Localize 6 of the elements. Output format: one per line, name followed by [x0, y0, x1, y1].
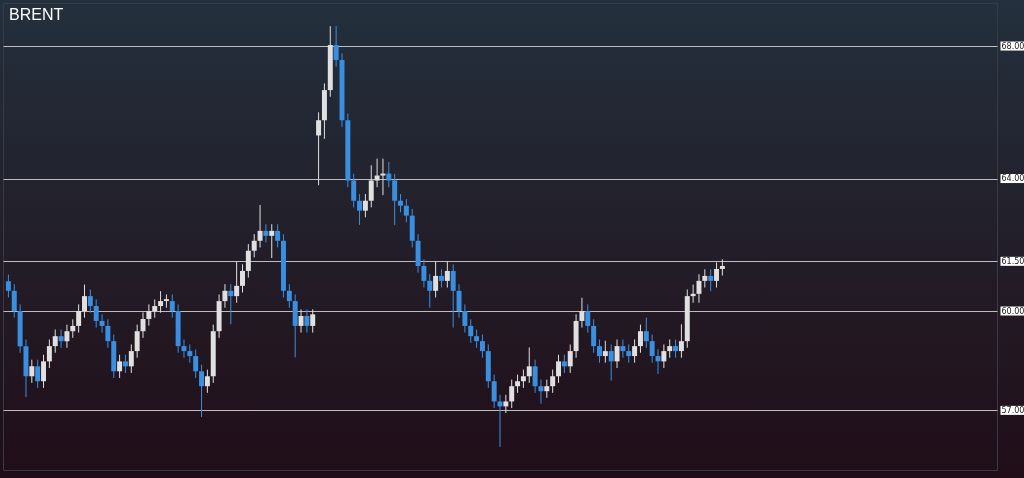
- y-tick-label: 60.00: [1001, 306, 1024, 316]
- y-tick-label: 64.00: [1001, 174, 1024, 184]
- y-tick-label: 57.00: [1001, 405, 1024, 415]
- y-tick-label: 61.50: [1001, 256, 1024, 266]
- y-tick-label: 68.00: [1001, 41, 1024, 51]
- chart-title: BRENT: [9, 6, 64, 23]
